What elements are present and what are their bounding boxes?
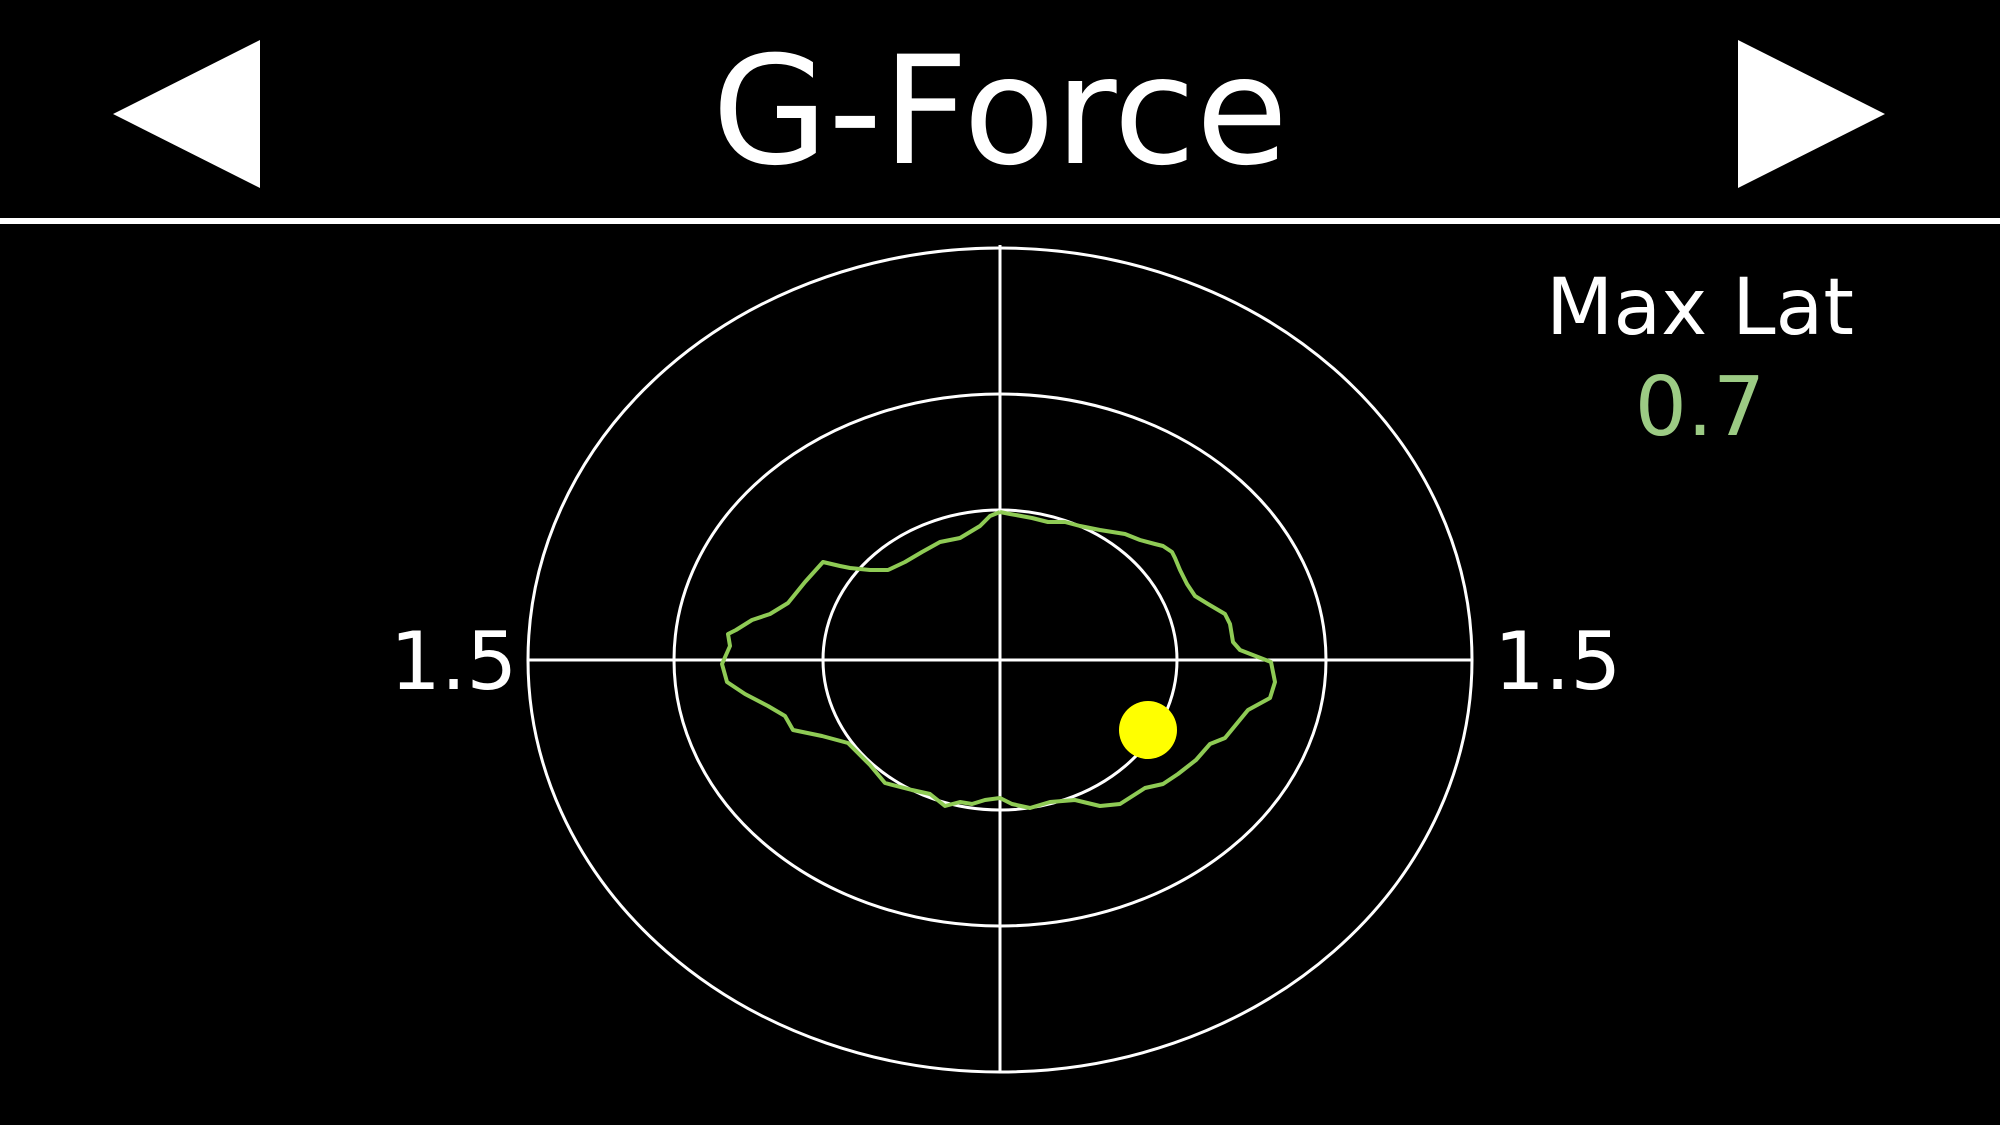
- triangle-left-icon: [113, 40, 260, 188]
- previous-page-button[interactable]: [110, 38, 260, 190]
- max-lat-value: 0.7: [1634, 360, 1766, 455]
- triangle-right-icon: [1738, 40, 1885, 188]
- page-title: G-Force: [711, 25, 1289, 199]
- max-lat-label: Max Lat: [1546, 263, 1854, 353]
- right-scale-label: 1.5: [1494, 615, 1622, 708]
- g-force-trace: [720, 510, 1277, 810]
- left-scale-label: 1.5: [390, 615, 518, 708]
- next-page-button[interactable]: [1738, 38, 1888, 190]
- header: G-Force: [0, 0, 2000, 218]
- header-divider: [0, 218, 2000, 224]
- current-g-force-dot: [1119, 701, 1177, 759]
